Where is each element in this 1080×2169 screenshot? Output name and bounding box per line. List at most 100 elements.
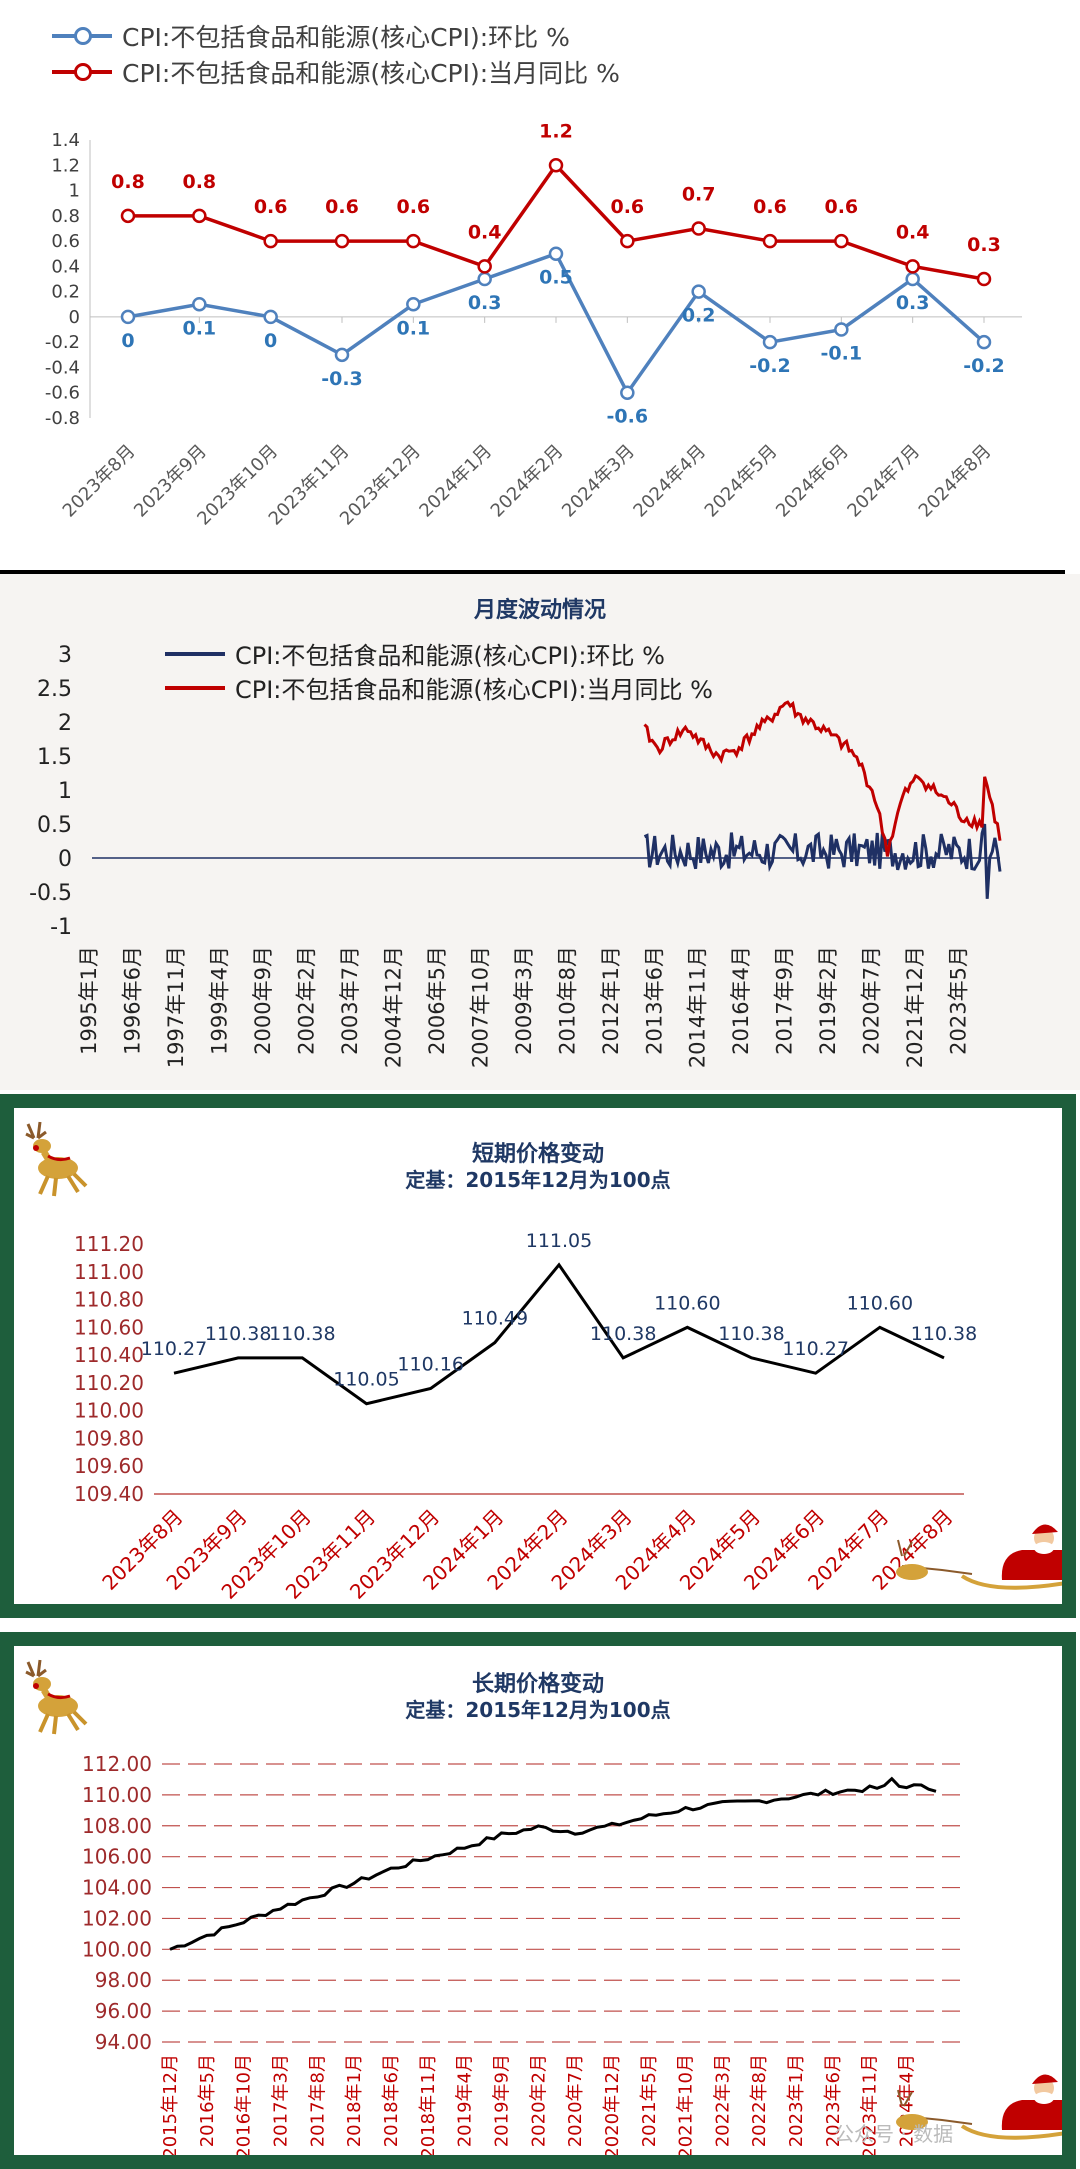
data-label: -0.2 xyxy=(963,355,1005,377)
legend-label-mom: CPI:不包括食品和能源(核心CPI):环比 % xyxy=(235,642,665,670)
x-tick-label: 2017年3月 xyxy=(270,2054,291,2147)
y-tick-label: 102.00 xyxy=(82,1906,152,1930)
x-tick-label: 2019年2月 xyxy=(816,946,840,1055)
x-tick-label: 2024年5月 xyxy=(701,441,782,522)
data-label: 0.8 xyxy=(111,171,145,193)
data-point xyxy=(334,233,350,249)
legend-swatch-navy xyxy=(165,651,225,656)
x-tick-label: 2017年9月 xyxy=(773,946,797,1055)
data-point xyxy=(905,259,920,274)
x-tick-label: 2019年4月 xyxy=(455,2054,476,2147)
data-label: 0.3 xyxy=(967,234,1001,256)
y-tick-label: 112.00 xyxy=(82,1752,152,1776)
chart-subtitle: 定基：2015年12月为100点 xyxy=(405,1168,671,1192)
data-label: 110.16 xyxy=(397,1353,463,1375)
x-tick-label: 2023年5月 xyxy=(947,946,971,1055)
x-tick-label: 2021年5月 xyxy=(639,2054,660,2147)
x-tick-label: 2018年11月 xyxy=(418,2054,439,2155)
x-tick-label: 2023年6月 xyxy=(823,2054,844,2147)
x-tick-label: 2017年8月 xyxy=(307,2054,328,2147)
x-tick-label: 1999年4月 xyxy=(207,946,231,1055)
x-tick-label: 2024年3月 xyxy=(558,441,639,522)
x-tick-label: 2023年11月 xyxy=(860,2054,881,2155)
y-tick-label: -0.8 xyxy=(45,408,80,429)
y-tick-label: -0.4 xyxy=(45,357,80,378)
y-tick-label: 1.2 xyxy=(51,155,80,176)
data-point xyxy=(120,309,136,325)
y-tick-label: 0.4 xyxy=(51,256,80,277)
legend-item-yoy: CPI:不包括食品和能源(核心CPI):当月同比 % xyxy=(52,54,620,90)
x-tick-label: 2024年7月 xyxy=(843,441,924,522)
x-tick-label: 2016年4月 xyxy=(729,946,753,1055)
x-tick-label: 2020年7月 xyxy=(860,946,884,1055)
x-tick-label: 2020年2月 xyxy=(528,2054,549,2147)
x-tick-label: 2022年3月 xyxy=(712,2054,733,2147)
y-tick-label: 3 xyxy=(58,643,72,668)
y-tick-label: 0.6 xyxy=(51,231,80,252)
x-tick-label: 2021年10月 xyxy=(676,2054,697,2155)
x-tick-label: 2021年12月 xyxy=(903,946,927,1068)
x-tick-label: 2010年8月 xyxy=(555,946,579,1055)
chart-panel-history: 月度波动情况 CPI:不包括食品和能源(核心CPI):环比 % CPI:不包括食… xyxy=(0,574,1080,1090)
y-tick-label: 109.80 xyxy=(74,1426,144,1450)
y-tick-label: 1 xyxy=(58,779,72,804)
data-label: -0.6 xyxy=(607,406,649,428)
x-tick-label: 2018年6月 xyxy=(381,2054,402,2147)
y-tick-label: 110.20 xyxy=(74,1371,144,1395)
data-label: 0.6 xyxy=(254,196,288,218)
series-line-yoy xyxy=(128,162,985,281)
y-tick-label: 0.2 xyxy=(51,282,80,303)
line-chart-short-term: 111.20 111.00 110.80 110.60 110.40 110.20 110.… xyxy=(25,1121,1062,1604)
data-point xyxy=(334,347,350,363)
data-label: 0.6 xyxy=(396,196,430,218)
y-tick-label: 108.00 xyxy=(82,1814,152,1838)
chart-title: 月度波动情况 xyxy=(473,598,606,623)
x-tick-label: 2003年7月 xyxy=(338,946,362,1055)
data-label: 0.4 xyxy=(468,221,502,243)
watermark-text: 公众号 · 数据 xyxy=(834,2122,953,2146)
x-tick-label: 2020年12月 xyxy=(602,2054,623,2155)
x-tick-label: 2023年1月 xyxy=(786,2054,807,2147)
series-line-index xyxy=(173,1262,945,1406)
data-label: 0.4 xyxy=(896,221,930,243)
y-tick-label: -0.6 xyxy=(45,383,80,404)
y-tick-label: 100.00 xyxy=(82,1937,152,1961)
data-label: 0.3 xyxy=(468,292,502,314)
x-tick-label: 2024年4月 xyxy=(629,441,710,522)
data-label: 0.6 xyxy=(610,196,644,218)
data-label: 110.38 xyxy=(205,1323,271,1345)
data-point xyxy=(762,233,778,249)
y-tick-label: 1.4 xyxy=(51,130,80,151)
data-point xyxy=(905,271,920,287)
data-label: 110.27 xyxy=(782,1338,848,1360)
line-chart-recent: 1.4 1.2 1 0.8 0.6 0.4 0.2 0 -0.2 -0.4 -0.6 -0.8 2023… xyxy=(45,120,1022,530)
x-tick-label: 1997年11月 xyxy=(164,946,188,1068)
x-tick-label: 2019年9月 xyxy=(491,2054,512,2147)
data-point xyxy=(477,259,492,274)
data-label: -0.3 xyxy=(321,368,363,390)
data-point xyxy=(548,158,564,173)
x-tick-label: 2009年3月 xyxy=(512,946,536,1055)
data-label: 111.05 xyxy=(526,1230,592,1252)
data-label: 0.1 xyxy=(396,317,430,339)
chart-frame: 长期价格变动 定基：2015年12月为100点 112.00 110.00 108.… xyxy=(0,1632,1076,2169)
x-tick-label: 1995年1月 xyxy=(77,946,101,1055)
data-point xyxy=(620,233,635,249)
x-tick-label: 2016年5月 xyxy=(197,2054,218,2147)
data-label: 110.38 xyxy=(269,1323,335,1345)
y-tick-label: -0.2 xyxy=(45,332,80,353)
chart-subtitle: 定基：2015年12月为100点 xyxy=(405,1698,671,1722)
y-tick-label: 110.40 xyxy=(74,1343,144,1367)
y-tick-label: 94.00 xyxy=(95,2030,152,2054)
data-point xyxy=(263,309,278,325)
data-label: 0.1 xyxy=(182,317,216,339)
y-tick-label: 0 xyxy=(69,307,80,328)
y-tick-label: 0.5 xyxy=(37,813,72,838)
data-point xyxy=(406,297,421,312)
x-tick-label: 2020年7月 xyxy=(565,2054,586,2147)
y-tick-label: -1 xyxy=(50,915,72,940)
data-label: 0.6 xyxy=(753,196,787,218)
y-tick-label: 1 xyxy=(69,181,80,202)
santa-sleigh-icon xyxy=(896,2074,1062,2140)
